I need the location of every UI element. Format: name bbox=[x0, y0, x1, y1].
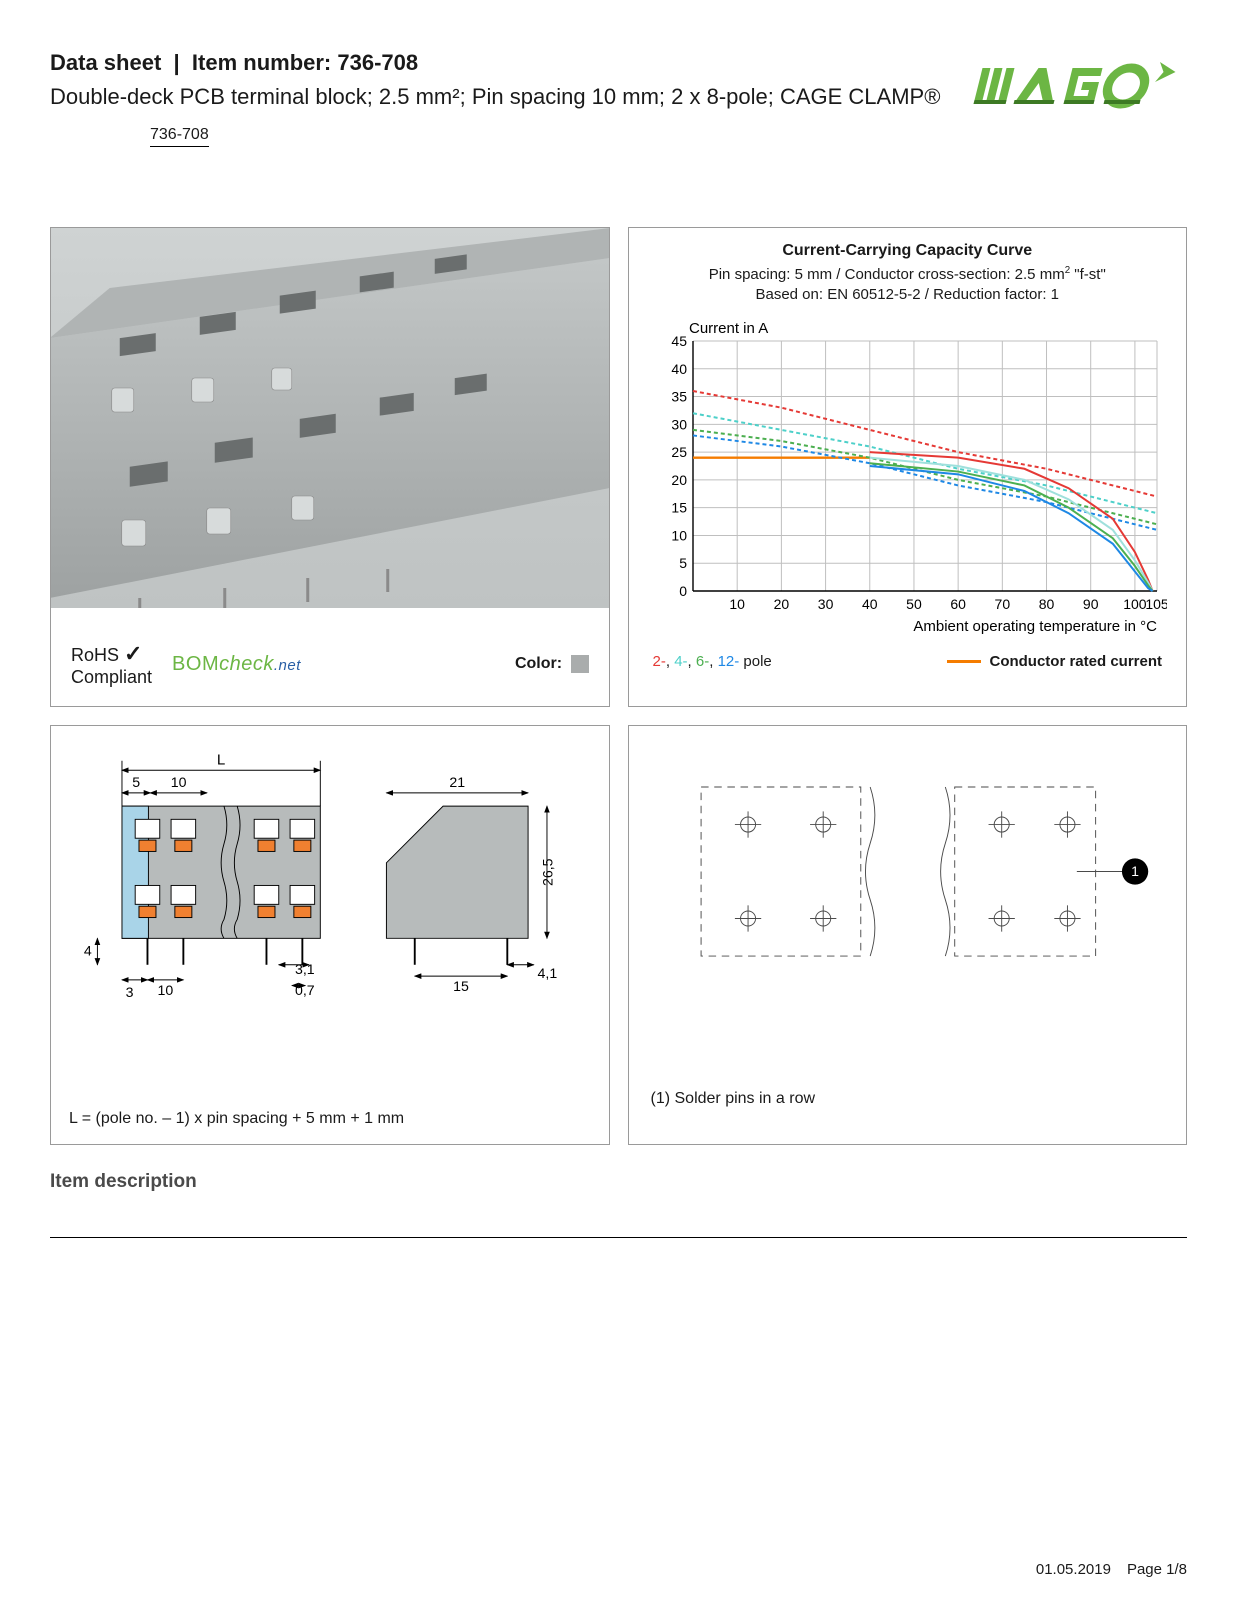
svg-text:4,1: 4,1 bbox=[538, 966, 558, 982]
svg-text:20: 20 bbox=[774, 596, 790, 612]
legend-cond-label: Conductor rated current bbox=[989, 653, 1162, 670]
title-line: Data sheet | Item number: 736-708 bbox=[50, 50, 957, 76]
svg-text:15: 15 bbox=[453, 979, 469, 995]
title-item-number: 736-708 bbox=[337, 50, 418, 75]
color-block: Color: bbox=[515, 655, 589, 673]
svg-text:30: 30 bbox=[672, 417, 688, 433]
footer-date: 01.05.2019 bbox=[1036, 1561, 1111, 1578]
page-footer: 01.05.2019 Page 1/8 bbox=[50, 1561, 1187, 1578]
header-text-block: Data sheet | Item number: 736-708 Double… bbox=[50, 50, 957, 147]
compliant-label: Compliant bbox=[71, 667, 152, 687]
capacity-chart: 0 5 10 15 20 25 30 35 40 45 10 20 30 40 50 60 70 80 90 1001… bbox=[647, 315, 1167, 635]
dimension-drawing: L51041033,10,72126,5154,1 bbox=[65, 740, 595, 1080]
footprint-drawing: 1 bbox=[643, 740, 1173, 1050]
panel-grid: RoHS ✓ Compliant BOMcheck.net Color: Cur… bbox=[50, 227, 1187, 1145]
color-label: Color: bbox=[515, 655, 562, 672]
chart-legend: 2-, 4-, 6-, 12- pole Conductor rated cur… bbox=[647, 653, 1169, 670]
bom-text: BOM bbox=[172, 653, 219, 675]
svg-text:25: 25 bbox=[672, 444, 688, 460]
svg-text:40: 40 bbox=[672, 361, 688, 377]
item-badge: 736-708 bbox=[150, 126, 209, 147]
chart-subtitle: Pin spacing: 5 mm / Conductor cross-sect… bbox=[647, 264, 1169, 306]
svg-text:26,5: 26,5 bbox=[541, 858, 557, 886]
svg-text:100: 100 bbox=[1123, 596, 1147, 612]
svg-text:L: L bbox=[217, 751, 225, 768]
svg-text:50: 50 bbox=[906, 596, 922, 612]
svg-text:3: 3 bbox=[126, 985, 134, 1001]
legend-conductor: Conductor rated current bbox=[947, 653, 1162, 670]
title-sep: | bbox=[174, 50, 180, 75]
product-footer: RoHS ✓ Compliant BOMcheck.net Color: bbox=[51, 623, 609, 706]
svg-text:20: 20 bbox=[672, 472, 688, 488]
dim-formula: L = (pole no. – 1) x pin spacing + 5 mm … bbox=[69, 1110, 404, 1128]
svg-text:60: 60 bbox=[951, 596, 967, 612]
svg-text:10: 10 bbox=[171, 775, 187, 791]
chart-sub-1a: Pin spacing: 5 mm / Conductor cross-sect… bbox=[709, 266, 1065, 283]
color-swatch bbox=[571, 655, 589, 673]
svg-text:90: 90 bbox=[1083, 596, 1099, 612]
svg-text:0: 0 bbox=[679, 583, 687, 599]
svg-text:5: 5 bbox=[132, 775, 140, 791]
svg-text:Ambient operating temperature: Ambient operating temperature in °C bbox=[914, 618, 1158, 635]
chart-panel: Current-Carrying Capacity Curve Pin spac… bbox=[628, 227, 1188, 707]
rohs-block: RoHS ✓ Compliant bbox=[71, 641, 152, 688]
section-header: Item description bbox=[50, 1171, 1187, 1193]
brand-logo bbox=[957, 50, 1187, 125]
svg-text:45: 45 bbox=[672, 333, 688, 349]
page-header: Data sheet | Item number: 736-708 Double… bbox=[50, 50, 1187, 147]
bomcheck-logo: BOMcheck.net bbox=[172, 653, 301, 676]
svg-text:30: 30 bbox=[818, 596, 834, 612]
svg-text:5: 5 bbox=[679, 555, 687, 571]
svg-text:4: 4 bbox=[84, 943, 92, 959]
title-label: Item number: bbox=[192, 50, 331, 75]
svg-text:40: 40 bbox=[862, 596, 878, 612]
orange-line-icon bbox=[947, 660, 981, 663]
svg-text:21: 21 bbox=[449, 775, 465, 791]
subtitle: Double-deck PCB terminal block; 2.5 mm²;… bbox=[50, 82, 957, 112]
svg-text:105: 105 bbox=[1146, 596, 1168, 612]
bom-check-text: check bbox=[219, 653, 274, 675]
product-image-panel: RoHS ✓ Compliant BOMcheck.net Color: bbox=[50, 227, 610, 707]
svg-text:10: 10 bbox=[158, 983, 174, 999]
checkmark-icon: ✓ bbox=[124, 641, 142, 666]
footprint-panel: 1 (1) Solder pins in a row bbox=[628, 725, 1188, 1145]
title-prefix: Data sheet bbox=[50, 50, 161, 75]
rohs-label: RoHS bbox=[71, 645, 119, 665]
footprint-note: (1) Solder pins in a row bbox=[651, 1090, 816, 1108]
svg-text:15: 15 bbox=[672, 500, 688, 516]
chart-sub-2: Based on: EN 60512-5-2 / Reduction facto… bbox=[755, 286, 1059, 303]
chart-title: Current-Carrying Capacity Curve bbox=[647, 242, 1169, 260]
legend-poles: 2-, 4-, 6-, 12- pole bbox=[653, 653, 772, 670]
svg-text:70: 70 bbox=[995, 596, 1011, 612]
svg-text:80: 80 bbox=[1039, 596, 1055, 612]
svg-text:10: 10 bbox=[672, 528, 688, 544]
footer-rule bbox=[50, 1237, 1187, 1238]
svg-text:1: 1 bbox=[1131, 863, 1139, 879]
footer-page: Page 1/8 bbox=[1127, 1561, 1187, 1578]
svg-text:Current in A: Current in A bbox=[689, 320, 768, 337]
product-render bbox=[51, 228, 609, 608]
svg-text:35: 35 bbox=[672, 389, 688, 405]
chart-sub-1b: "f-st" bbox=[1070, 266, 1106, 283]
bom-net-text: .net bbox=[274, 657, 301, 674]
dimension-drawing-panel: L51041033,10,72126,5154,1 L = (pole no. … bbox=[50, 725, 610, 1145]
svg-text:10: 10 bbox=[730, 596, 746, 612]
